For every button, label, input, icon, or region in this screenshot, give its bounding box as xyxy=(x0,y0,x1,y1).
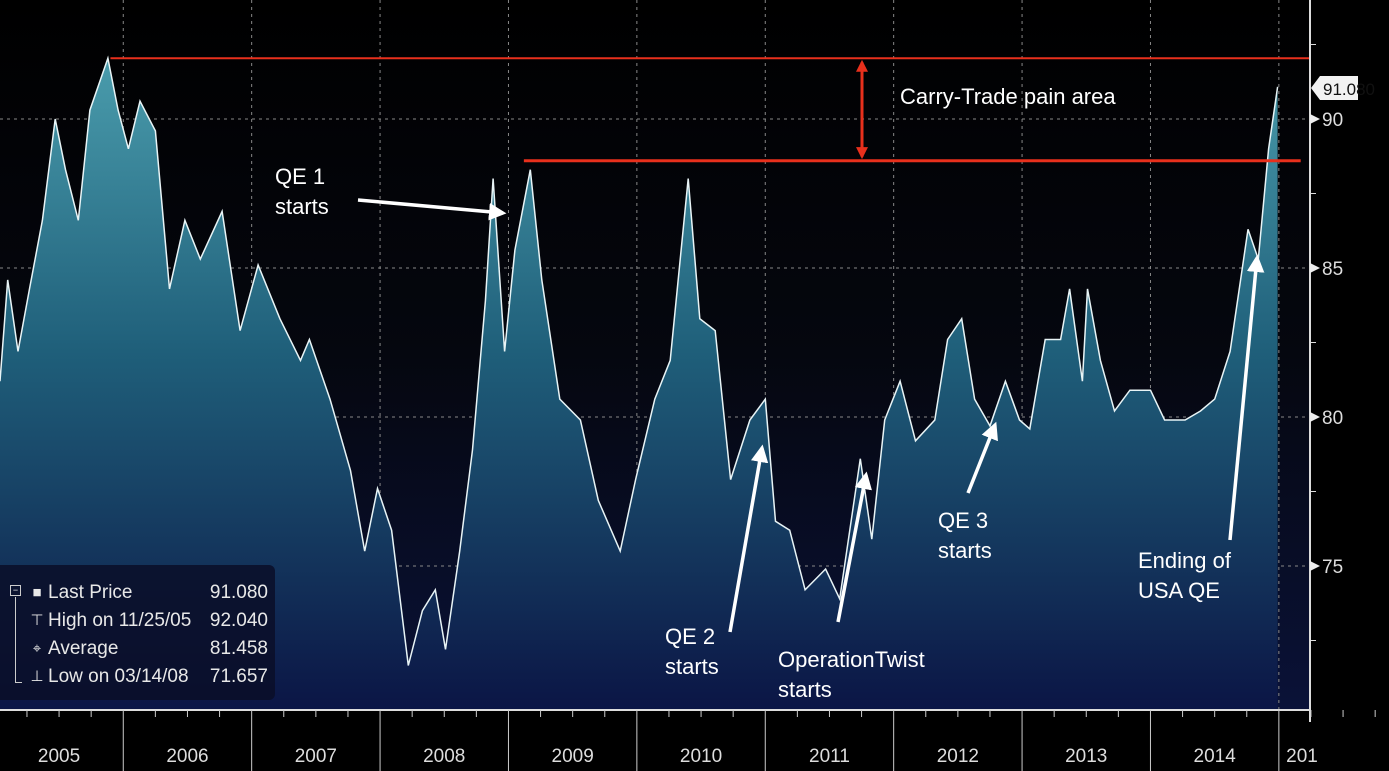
qe2-arrow xyxy=(728,444,769,633)
y-tick-marker xyxy=(1310,561,1320,571)
y-tick-label: 75 xyxy=(1322,557,1343,578)
legend-value: 92.040 xyxy=(209,610,268,631)
y-tick-label: 90 xyxy=(1322,110,1343,131)
x-tick-label: 2012 xyxy=(937,746,979,767)
legend-last-price: ■ Last Price 91.080 xyxy=(32,579,268,607)
qe2-line2: starts xyxy=(665,654,719,679)
x-tick-label: 2006 xyxy=(166,746,208,767)
qe1-arrow xyxy=(357,198,507,221)
ending-qe-label: Ending of USA QE xyxy=(1138,546,1231,606)
x-tick-label: 2011 xyxy=(809,746,850,767)
average-marker-icon: ⌖ xyxy=(32,640,42,657)
square-icon: ■ xyxy=(32,584,42,601)
ending-line1: Ending of xyxy=(1138,548,1231,573)
x-tick-label: 2008 xyxy=(423,746,465,767)
last-price-tag: 91.080 xyxy=(1311,76,1375,100)
high-marker-icon: ⊤ xyxy=(30,612,44,629)
y-tick-label: 85 xyxy=(1322,259,1343,280)
legend-value: 71.657 xyxy=(209,666,268,687)
legend-tree-line xyxy=(15,597,22,683)
qe1-line2: starts xyxy=(275,194,329,219)
qe3-line2: starts xyxy=(938,538,992,563)
legend-label: High on 11/25/05 xyxy=(48,610,192,631)
legend-value: 81.458 xyxy=(209,638,268,659)
x-tick-label: 201 xyxy=(1286,746,1318,767)
legend-average: ⌖ Average 81.458 xyxy=(33,635,268,663)
x-tick-label: 2010 xyxy=(680,746,722,767)
x-tick-label: 2013 xyxy=(1065,746,1107,767)
last-price-value: 91.080 xyxy=(1323,80,1375,99)
y-tick-marker xyxy=(1310,412,1320,422)
ending-line2: USA QE xyxy=(1138,578,1220,603)
twist-arrow xyxy=(836,471,872,623)
collapse-toggle[interactable]: − xyxy=(10,585,21,596)
x-tick-label: 2005 xyxy=(38,746,80,767)
legend-label: Last Price xyxy=(48,582,133,603)
qe1-label: QE 1 starts xyxy=(275,162,329,222)
qe2-line1: QE 2 xyxy=(665,624,716,649)
twist-line1: OperationTwist xyxy=(778,647,925,672)
legend-value: 91.080 xyxy=(209,582,268,603)
ending-qe-arrow xyxy=(1228,254,1265,541)
x-tick-label: 2009 xyxy=(552,746,594,767)
y-tick-marker xyxy=(1310,114,1320,124)
legend: ■ Last Price 91.080 ⊤ High on 11/25/05 92.04… xyxy=(0,565,275,700)
qe1-line1: QE 1 xyxy=(275,164,326,189)
x-tick-label: 2014 xyxy=(1194,746,1237,767)
qe3-label: QE 3 starts xyxy=(938,506,992,566)
low-marker-icon: ⊥ xyxy=(30,668,44,685)
price-line xyxy=(0,55,1279,666)
qe3-line1: QE 3 xyxy=(938,508,989,533)
twist-line2: starts xyxy=(778,677,832,702)
y-tick-label: 80 xyxy=(1322,408,1343,429)
y-tick-marker xyxy=(1310,263,1320,273)
legend-high: ⊤ High on 11/25/05 92.040 xyxy=(30,607,268,635)
legend-low: ⊥ Low on 03/14/08 71.657 xyxy=(30,663,268,691)
qe3-arrow xyxy=(966,421,998,494)
legend-label: Low on 03/14/08 xyxy=(48,666,189,687)
twist-label: OperationTwist starts xyxy=(778,645,925,705)
carry-trade-label: Carry-Trade pain area xyxy=(900,84,1116,109)
legend-label: Average xyxy=(48,638,119,659)
price-area xyxy=(0,58,1278,710)
qe2-label: QE 2 starts xyxy=(665,622,719,682)
x-tick-label: 2007 xyxy=(295,746,337,767)
